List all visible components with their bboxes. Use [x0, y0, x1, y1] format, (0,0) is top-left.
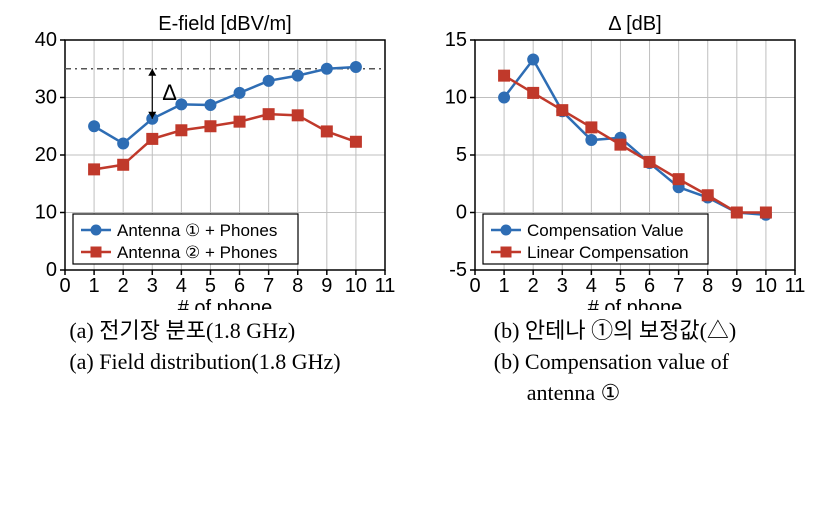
svg-text:Δ: Δ — [162, 80, 177, 105]
svg-text:Δ [dB]: Δ [dB] — [608, 13, 661, 35]
svg-text:11: 11 — [785, 275, 806, 297]
right-chart: Δ [dB]-505101501234567891011# of phoneCo… — [420, 10, 810, 310]
right-caption-en1: (b) Compensation value of — [494, 347, 737, 378]
svg-text:10: 10 — [35, 202, 57, 224]
svg-text:20: 20 — [35, 144, 57, 166]
left-panel: E-field [dBV/m]01020304001234567891011# … — [10, 10, 400, 408]
svg-text:7: 7 — [673, 275, 684, 297]
svg-text:# of phone: # of phone — [178, 297, 273, 310]
left-captions: (a) 전기장 분포(1.8 GHz) (a) Field distributi… — [69, 316, 340, 378]
svg-text:Linear Compensation: Linear Compensation — [527, 243, 689, 262]
svg-text:6: 6 — [234, 275, 245, 297]
svg-text:7: 7 — [263, 275, 274, 297]
svg-text:8: 8 — [702, 275, 713, 297]
svg-text:2: 2 — [118, 275, 129, 297]
svg-text:0: 0 — [456, 202, 467, 224]
left-chart-svg: E-field [dBV/m]01020304001234567891011# … — [10, 10, 400, 310]
svg-text:1: 1 — [499, 275, 510, 297]
left-caption-en: (a) Field distribution(1.8 GHz) — [69, 347, 340, 378]
svg-text:5: 5 — [615, 275, 626, 297]
svg-text:2: 2 — [528, 275, 539, 297]
svg-text:3: 3 — [147, 275, 158, 297]
svg-text:15: 15 — [445, 29, 467, 51]
svg-text:Antenna ① + Phones: Antenna ① + Phones — [117, 221, 277, 240]
svg-text:1: 1 — [89, 275, 100, 297]
svg-text:0: 0 — [46, 259, 57, 281]
svg-text:9: 9 — [321, 275, 332, 297]
left-chart: E-field [dBV/m]01020304001234567891011# … — [10, 10, 400, 310]
left-caption-kr: (a) 전기장 분포(1.8 GHz) — [69, 316, 340, 347]
svg-text:3: 3 — [557, 275, 568, 297]
svg-text:10: 10 — [345, 275, 367, 297]
svg-text:5: 5 — [205, 275, 216, 297]
svg-text:4: 4 — [586, 275, 597, 297]
svg-text:10: 10 — [755, 275, 777, 297]
svg-text:8: 8 — [292, 275, 303, 297]
svg-text:10: 10 — [445, 87, 467, 109]
svg-text:Antenna ② + Phones: Antenna ② + Phones — [117, 243, 277, 262]
svg-text:Compensation Value: Compensation Value — [527, 221, 684, 240]
svg-text:4: 4 — [176, 275, 187, 297]
svg-text:0: 0 — [469, 275, 480, 297]
svg-text:# of phone: # of phone — [588, 297, 683, 310]
svg-text:-5: -5 — [449, 259, 467, 281]
right-captions: (b) 안테나 ①의 보정값(△) (b) Compensation value… — [494, 316, 737, 408]
right-chart-svg: Δ [dB]-505101501234567891011# of phoneCo… — [420, 10, 810, 310]
svg-text:E-field [dBV/m]: E-field [dBV/m] — [158, 13, 291, 35]
svg-text:9: 9 — [731, 275, 742, 297]
svg-text:0: 0 — [59, 275, 70, 297]
right-caption-kr: (b) 안테나 ①의 보정값(△) — [494, 316, 737, 347]
figure-row: E-field [dBV/m]01020304001234567891011# … — [10, 10, 827, 408]
svg-text:40: 40 — [35, 29, 57, 51]
svg-text:6: 6 — [644, 275, 655, 297]
svg-text:5: 5 — [456, 144, 467, 166]
svg-text:30: 30 — [35, 87, 57, 109]
svg-text:11: 11 — [375, 275, 396, 297]
right-panel: Δ [dB]-505101501234567891011# of phoneCo… — [420, 10, 810, 408]
right-caption-en2: antenna ① — [494, 378, 737, 409]
